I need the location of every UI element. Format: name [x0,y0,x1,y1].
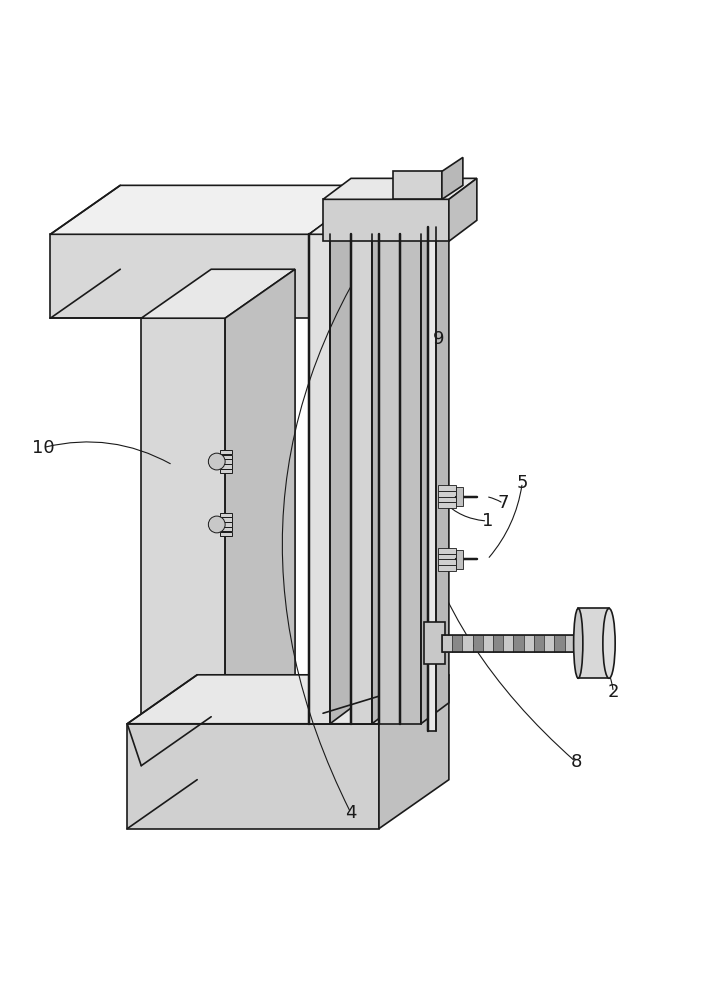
Bar [220,464,232,469]
Bar [439,554,456,559]
Bar [472,635,483,652]
Polygon shape [400,213,428,724]
Polygon shape [323,178,477,199]
Bar [439,502,456,508]
Bar [513,635,524,652]
Polygon shape [323,199,449,241]
Bar [524,635,534,652]
Bar [439,491,456,497]
Bar [439,497,456,502]
Bar [452,635,463,652]
Bar [425,622,445,664]
Text: 1: 1 [482,512,493,530]
Bar [439,485,456,491]
Polygon shape [442,157,463,199]
Bar [442,635,452,652]
Text: 8: 8 [571,753,582,771]
Polygon shape [351,234,372,724]
Polygon shape [400,213,449,234]
Polygon shape [428,227,437,731]
Bar [544,635,555,652]
Bar [220,455,232,459]
Bar [483,635,493,652]
Bar [456,550,463,569]
Bar [439,559,456,565]
Polygon shape [309,185,379,318]
Bar [220,459,232,464]
Bar [456,487,463,506]
Polygon shape [309,234,330,724]
Polygon shape [127,724,379,829]
Polygon shape [51,234,309,318]
Polygon shape [127,675,449,724]
Bar [555,635,564,652]
Bar [220,450,232,454]
Bar [564,635,575,652]
Bar [493,635,503,652]
Bar [439,548,456,554]
Polygon shape [379,675,449,829]
Bar [503,635,513,652]
Polygon shape [141,269,295,318]
Bar [442,635,575,652]
Polygon shape [379,213,428,234]
Text: 7: 7 [498,494,509,512]
Polygon shape [330,213,358,724]
Ellipse shape [574,608,583,678]
Polygon shape [449,178,477,241]
Bar [220,513,232,517]
Text: 9: 9 [432,330,444,348]
Bar [220,527,232,531]
Polygon shape [379,234,400,724]
Polygon shape [400,234,421,724]
Ellipse shape [603,608,615,678]
Polygon shape [51,185,379,234]
Bar [220,522,232,527]
Text: 2: 2 [607,683,619,701]
Bar [463,635,472,652]
Text: 5: 5 [517,474,528,492]
Text: 4: 4 [345,804,357,822]
Circle shape [208,516,225,533]
Polygon shape [309,213,358,234]
Polygon shape [372,213,400,724]
Polygon shape [351,213,400,234]
Bar [439,565,456,571]
Bar [578,608,609,678]
Bar [220,532,232,536]
Bar [220,469,232,473]
Polygon shape [225,269,295,766]
Circle shape [208,453,225,470]
Text: 10: 10 [32,439,55,457]
Bar [220,517,232,522]
Bar [534,635,544,652]
Polygon shape [393,171,442,199]
Polygon shape [421,213,449,724]
Polygon shape [141,318,225,766]
